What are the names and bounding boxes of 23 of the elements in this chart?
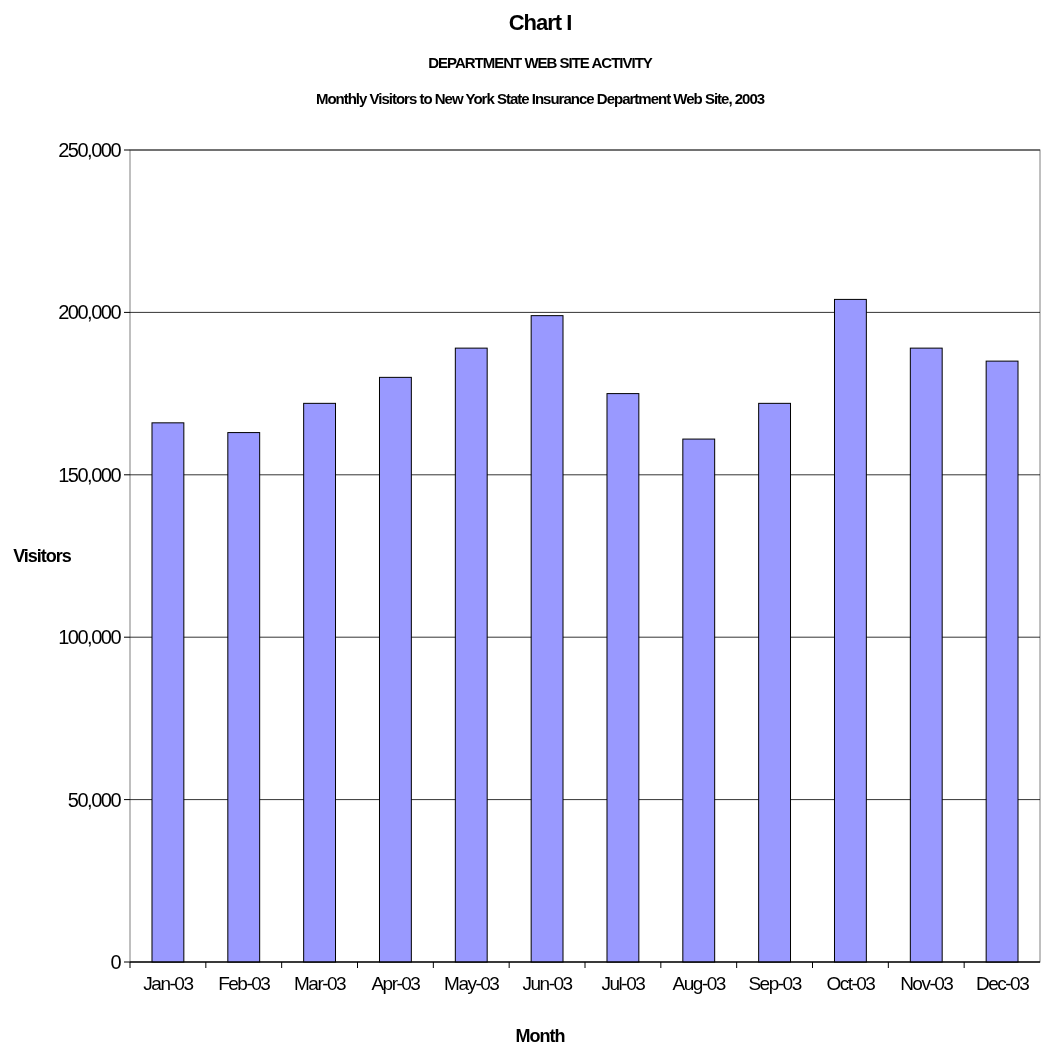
x-tick-label: Dec-03 xyxy=(975,973,1030,994)
y-tick-label: 200,000 xyxy=(58,301,122,324)
y-tick-label: 0 xyxy=(110,951,122,973)
chart-subtitle: DEPARTMENT WEB SITE ACTIVITY xyxy=(428,54,653,71)
y-tick-label: 150,000 xyxy=(58,463,122,486)
x-tick-label: Jul-03 xyxy=(601,973,646,994)
y-tick-label: 100,000 xyxy=(58,626,122,649)
x-tick-label: Jun-03 xyxy=(522,973,573,994)
y-axis-title: Visitors xyxy=(13,546,72,566)
x-tick-label: Feb-03 xyxy=(218,973,271,994)
x-tick-label: Sep-03 xyxy=(748,973,802,994)
y-tick-label: 250,000 xyxy=(58,139,122,161)
x-tick-label: Oct-03 xyxy=(826,973,876,994)
x-axis-title: Month xyxy=(515,1026,565,1046)
x-tick-label: May-03 xyxy=(444,973,500,994)
x-tick-label: Aug-03 xyxy=(672,973,726,994)
chart-title: Chart I xyxy=(508,10,572,35)
x-tick-label: Mar-03 xyxy=(293,973,347,994)
x-tick-label: Apr-03 xyxy=(371,973,421,994)
text: Monthly Visitors to New York State Insurance Department Web Site, 2003 xyxy=(315,90,765,107)
x-tick-label: Nov-03 xyxy=(900,973,954,994)
x-tick-label: Jan-03 xyxy=(143,973,194,994)
y-tick-label: 50,000 xyxy=(67,788,122,811)
